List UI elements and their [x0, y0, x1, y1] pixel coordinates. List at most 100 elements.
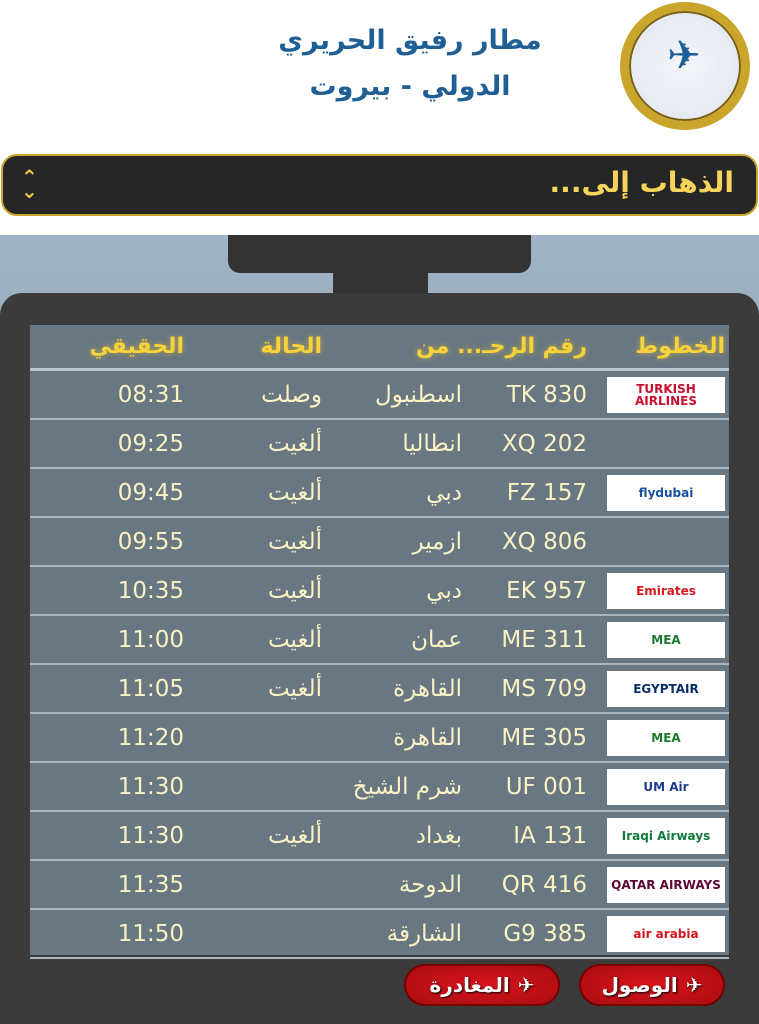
origin: دبي — [426, 577, 462, 604]
table-row[interactable]: XQ 202 انطاليا ألغيت 09:25 — [30, 420, 729, 469]
origin: الدوحة — [398, 871, 462, 898]
plane-takeoff-icon: ✈ — [517, 973, 535, 997]
actual-time: 11:35 — [117, 871, 184, 898]
airline-cell — [607, 524, 729, 560]
airline-logo — [607, 426, 725, 462]
table-row[interactable]: Emirates EK 957 دبي ألغيت 10:35 — [30, 567, 729, 616]
airline-logo: UM Air — [607, 768, 725, 805]
title-line-2: الدولي - بيروت — [309, 71, 511, 102]
table-row[interactable]: UM Air UF 001 شرم الشيخ 11:30 — [30, 763, 729, 812]
table-row[interactable]: TURKISH AIRLINES TK 830 اسطنبول وصلت 08:… — [30, 371, 729, 420]
header-airline: الخطوط — [635, 334, 725, 359]
actual-time: 09:55 — [117, 528, 184, 555]
table-row[interactable]: MEA ME 305 القاهرة 11:20 — [30, 714, 729, 763]
board-stem — [333, 273, 428, 295]
flight-number: TK 830 — [506, 381, 587, 408]
airline-cell: flydubai — [607, 474, 729, 511]
destination-select[interactable]: الذهاب إلى... ⌃ ⌄ — [1, 154, 758, 216]
origin: عمان — [411, 626, 462, 653]
airline-logo: TURKISH AIRLINES — [607, 376, 725, 413]
origin: دبي — [426, 479, 462, 506]
airline-cell: air arabia — [607, 915, 729, 952]
airline-logo: MEA — [607, 621, 725, 658]
origin: اسطنبول — [374, 381, 462, 408]
table-row[interactable]: MEA ME 311 عمان ألغيت 11:00 — [30, 616, 729, 665]
plane-landing-icon: ✈ — [685, 973, 703, 997]
flight-number: IA 131 — [513, 822, 587, 849]
status: ألغيت — [267, 528, 322, 555]
status: وصلت — [261, 381, 322, 408]
airline-logo — [607, 524, 725, 560]
chevron-updown-icon: ⌃ ⌄ — [21, 165, 38, 203]
airport-logo: ✈ — [620, 2, 750, 130]
arrivals-label: الوصول — [601, 973, 678, 997]
table-row[interactable]: air arabia G9 385 الشارقة 11:50 — [30, 910, 729, 959]
airline-cell — [607, 426, 729, 462]
actual-time: 09:25 — [117, 430, 184, 457]
origin: ازمير — [412, 528, 462, 555]
flight-number: XQ 202 — [501, 430, 587, 457]
table-row[interactable]: Iraqi Airways IA 131 بغداد ألغيت 11:30 — [30, 812, 729, 861]
plane-icon: ✈ — [667, 33, 701, 79]
origin: انطاليا — [402, 430, 462, 457]
flight-number: ME 305 — [501, 724, 587, 751]
departures-label: المغادرة — [429, 973, 510, 997]
table-row[interactable]: EGYPTAIR MS 709 القاهرة ألغيت 11:05 — [30, 665, 729, 714]
actual-time: 10:35 — [117, 577, 184, 604]
status: ألغيت — [267, 430, 322, 457]
airline-logo: MEA — [607, 719, 725, 756]
board-hanger — [228, 235, 531, 273]
airline-cell: Emirates — [607, 572, 729, 609]
table-header: الخطوط رقم الرحـ... من الحالة الحقيقي — [30, 325, 729, 371]
header-status: الحالة — [260, 334, 322, 359]
origin: شرم الشيخ — [352, 773, 462, 800]
flight-number: FZ 157 — [506, 479, 587, 506]
header-actual: الحقيقي — [89, 334, 184, 359]
actual-time: 08:31 — [117, 381, 184, 408]
table-row[interactable]: XQ 806 ازمير ألغيت 09:55 — [30, 518, 729, 567]
airline-logo: Iraqi Airways — [607, 817, 725, 854]
airline-logo: Emirates — [607, 572, 725, 609]
header-flight-from: رقم الرحـ... من — [416, 334, 587, 359]
table-row[interactable]: flydubai FZ 157 دبي ألغيت 09:45 — [30, 469, 729, 518]
airline-logo: flydubai — [607, 474, 725, 511]
airline-cell: UM Air — [607, 768, 729, 805]
flight-number: G9 385 — [503, 920, 587, 947]
origin: بغداد — [415, 822, 462, 849]
airline-cell: MEA — [607, 621, 729, 658]
actual-time: 11:00 — [117, 626, 184, 653]
origin: القاهرة — [393, 675, 462, 702]
flight-number: MS 709 — [501, 675, 587, 702]
actual-time: 11:50 — [117, 920, 184, 947]
flight-number: EK 957 — [506, 577, 587, 604]
origin: القاهرة — [393, 724, 462, 751]
status: ألغيت — [267, 479, 322, 506]
flight-number: XQ 806 — [501, 528, 587, 555]
actual-time: 09:45 — [117, 479, 184, 506]
actual-time: 11:05 — [117, 675, 184, 702]
airline-cell: TURKISH AIRLINES — [607, 376, 729, 413]
airline-cell: MEA — [607, 719, 729, 756]
actual-time: 11:30 — [117, 822, 184, 849]
airline-cell: EGYPTAIR — [607, 670, 729, 707]
airport-title: مطار رفيق الحريري الدولي - بيروت — [260, 18, 560, 110]
select-value: الذهاب إلى... — [549, 166, 734, 199]
airline-logo: air arabia — [607, 915, 725, 952]
airline-logo: EGYPTAIR — [607, 670, 725, 707]
departures-button[interactable]: ✈ المغادرة — [404, 964, 560, 1006]
table-row[interactable]: QATAR AIRWAYS QR 416 الدوحة 11:35 — [30, 861, 729, 910]
title-line-1: مطار رفيق الحريري — [278, 25, 542, 56]
airline-cell: Iraqi Airways — [607, 817, 729, 854]
flight-number: ME 311 — [501, 626, 587, 653]
flight-number: UF 001 — [505, 773, 587, 800]
status: ألغيت — [267, 577, 322, 604]
flights-table: الخطوط رقم الرحـ... من الحالة الحقيقي TU… — [30, 325, 729, 959]
status: ألغيت — [267, 675, 322, 702]
origin: الشارقة — [386, 920, 462, 947]
status: ألغيت — [267, 626, 322, 653]
header: مطار رفيق الحريري الدولي - بيروت ✈ — [0, 0, 759, 150]
status: ألغيت — [267, 822, 322, 849]
actual-time: 11:20 — [117, 724, 184, 751]
arrivals-button[interactable]: ✈ الوصول — [579, 964, 725, 1006]
actual-time: 11:30 — [117, 773, 184, 800]
